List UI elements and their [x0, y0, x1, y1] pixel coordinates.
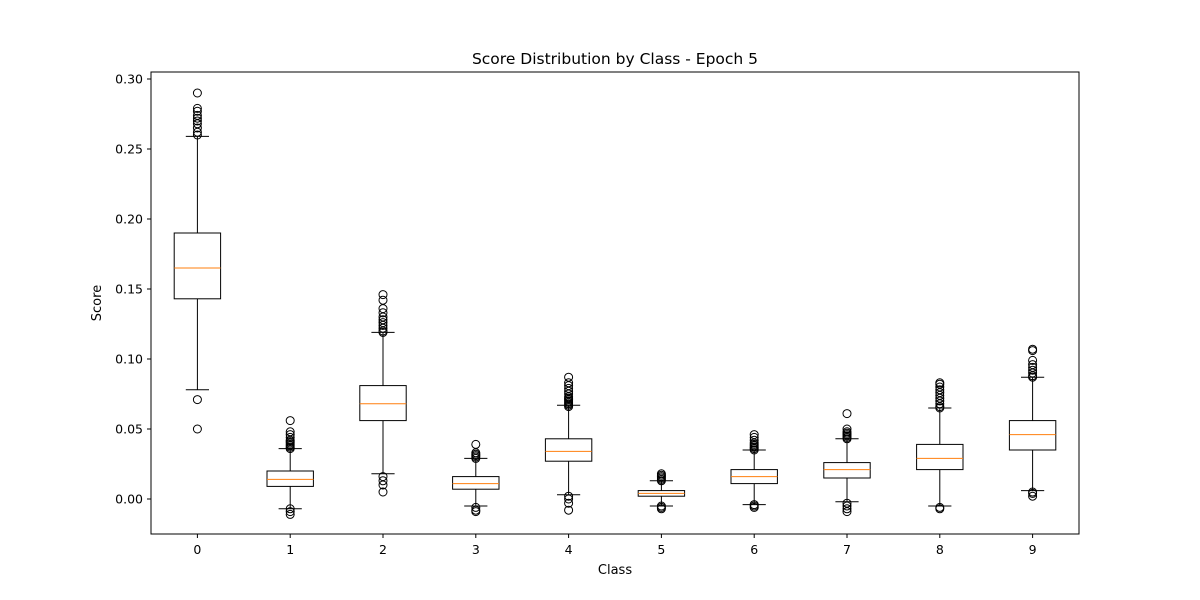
- y-tick-label: 0.25: [115, 142, 143, 157]
- x-tick-label: 5: [657, 542, 665, 557]
- outlier-point: [285, 507, 295, 517]
- outlier-point: [285, 432, 295, 442]
- outlier-point: [842, 427, 852, 437]
- outlier-point: [564, 498, 574, 508]
- outlier-point: [1028, 491, 1038, 501]
- outlier-point: [656, 469, 666, 479]
- outlier-point: [1028, 344, 1038, 354]
- outlier-point: [285, 430, 295, 440]
- plot-frame: [150, 71, 1080, 535]
- x-tick-label: 8: [936, 542, 944, 557]
- iqr-box: [359, 385, 407, 422]
- x-tick-label: 7: [843, 542, 851, 557]
- outlier-point: [842, 424, 852, 434]
- outlier-point: [1028, 355, 1038, 365]
- iqr-box: [266, 470, 314, 487]
- outlier-point: [378, 290, 388, 300]
- outlier-point: [192, 116, 202, 126]
- iqr-box: [823, 462, 871, 479]
- outlier-point: [842, 409, 852, 419]
- outlier-point: [285, 504, 295, 514]
- plot-area: 0.00 0.05 0.10 0.15 0.20 0.25 0.30 0 1 2 3 4 5 6 7 8 9: [115, 72, 1057, 557]
- x-tick-label: 0: [193, 542, 201, 557]
- outlier-point: [192, 123, 202, 133]
- box-class-4: [544, 372, 593, 515]
- outlier-point: [192, 103, 202, 113]
- outlier-point: [935, 385, 945, 395]
- y-tick-label: 0.30: [115, 72, 143, 87]
- outlier-point: [564, 491, 574, 501]
- box-class-7: [823, 409, 871, 517]
- x-tick-label: 2: [379, 542, 387, 557]
- iqr-box: [916, 443, 964, 471]
- y-tick-label: 0.05: [115, 422, 143, 437]
- chart-title: Score Distribution by Class - Epoch 5: [472, 50, 758, 68]
- outlier-point: [285, 427, 295, 437]
- y-tick-label: 0.15: [115, 282, 143, 297]
- outlier-point: [471, 502, 481, 512]
- x-tick-label: 6: [750, 542, 758, 557]
- outlier-point: [378, 308, 388, 318]
- x-axis-label: Class: [598, 563, 632, 578]
- outlier-point: [656, 501, 666, 511]
- x-tick-label: 4: [565, 542, 573, 557]
- outlier-point: [564, 378, 574, 388]
- outlier-point: [378, 472, 388, 482]
- outlier-point: [842, 498, 852, 508]
- box-class-8: [916, 378, 964, 514]
- outlier-point: [935, 502, 945, 512]
- box-class-0: [173, 88, 222, 434]
- outlier-point: [749, 500, 759, 510]
- outlier-point: [285, 416, 295, 426]
- outlier-point: [192, 424, 202, 434]
- outlier-point: [378, 487, 388, 497]
- outlier-point: [471, 439, 481, 449]
- x-tick-label: 1: [286, 542, 294, 557]
- outlier-point: [564, 494, 574, 504]
- outlier-point: [192, 106, 202, 116]
- iqr-box: [173, 232, 222, 300]
- outlier-point: [378, 315, 388, 325]
- outlier-point: [192, 88, 202, 98]
- outlier-point: [378, 476, 388, 486]
- outlier-point: [192, 395, 202, 405]
- outlier-point: [285, 509, 295, 519]
- outlier-point: [192, 130, 202, 140]
- box-class-9: [1008, 344, 1057, 501]
- outlier-point: [1028, 362, 1038, 372]
- iqr-box: [544, 438, 593, 462]
- y-tick-label: 0.10: [115, 352, 143, 367]
- outlier-point: [564, 372, 574, 382]
- iqr-box: [452, 476, 500, 490]
- outlier-point: [471, 505, 481, 515]
- outlier-point: [842, 504, 852, 514]
- outlier-point: [378, 295, 388, 305]
- outlier-point: [1028, 487, 1038, 497]
- y-tick-label: 0.20: [115, 212, 143, 227]
- box-class-1: [266, 416, 314, 519]
- y-tick-label: 0.00: [115, 492, 143, 507]
- outlier-point: [749, 430, 759, 440]
- outlier-point: [749, 435, 759, 445]
- outlier-point: [935, 382, 945, 392]
- x-tick-label: 9: [1029, 542, 1037, 557]
- iqr-box: [1008, 420, 1057, 451]
- outlier-point: [842, 501, 852, 511]
- x-tick-label: 3: [472, 542, 480, 557]
- outlier-point: [378, 318, 388, 328]
- box-class-6: [730, 430, 778, 512]
- outlier-point: [192, 113, 202, 123]
- box-class-2: [359, 290, 407, 497]
- y-axis-label: Score: [90, 285, 105, 321]
- outlier-point: [1028, 360, 1038, 370]
- outlier-point: [1028, 365, 1038, 375]
- box-class-5: [637, 469, 686, 514]
- outlier-point: [564, 383, 574, 393]
- outlier-point: [935, 378, 945, 388]
- outlier-point: [749, 432, 759, 442]
- box-class-3: [452, 439, 500, 517]
- outlier-point: [564, 505, 574, 515]
- outlier-point: [192, 110, 202, 120]
